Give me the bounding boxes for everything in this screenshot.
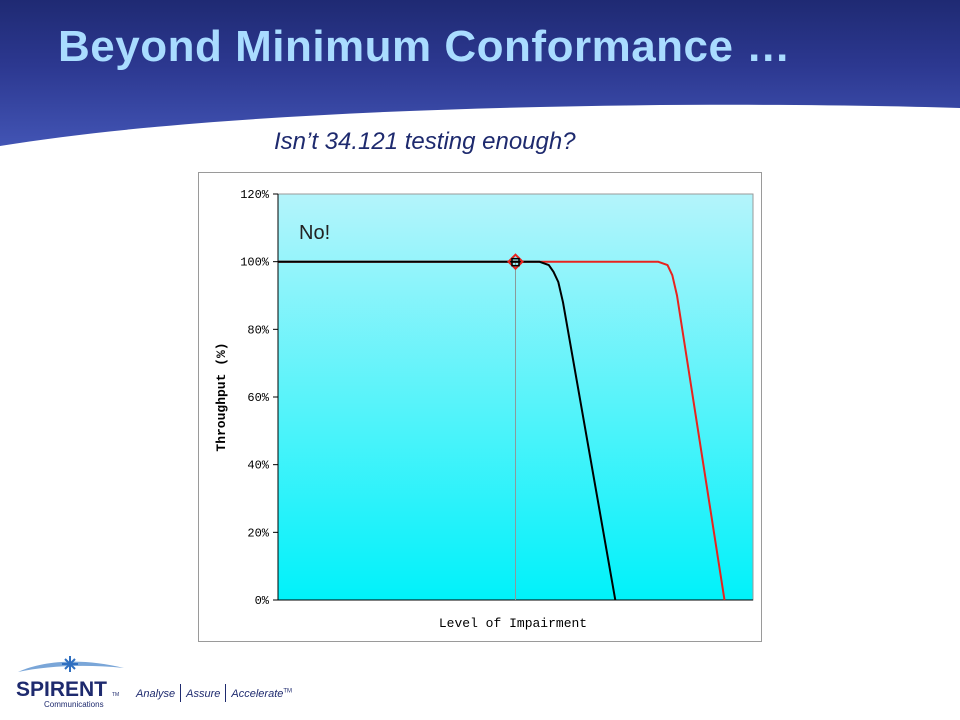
- y-tick-label: 100%: [240, 256, 270, 270]
- y-tick-label: 80%: [247, 323, 269, 337]
- tagline-analyse: Analyse: [136, 688, 176, 700]
- logo-swoosh: [18, 661, 124, 672]
- y-tick-label: 20%: [247, 526, 269, 540]
- spirent-logo: SPIRENT TM Communications: [16, 656, 124, 709]
- y-tick-label: 120%: [240, 188, 270, 202]
- x-axis-label: Level of Impairment: [439, 616, 587, 631]
- chart-annotation: No!: [299, 222, 330, 244]
- square-marker: [511, 257, 520, 267]
- y-axis-label: Throughput (%): [214, 342, 229, 451]
- y-tick-label: 0%: [255, 594, 270, 608]
- footer-tagline: Analyse Assure AccelerateTM: [136, 684, 292, 702]
- diamond-marker: [507, 253, 524, 271]
- star-icon: [62, 656, 78, 672]
- slide-title: Beyond Minimum Conformance …: [58, 22, 791, 71]
- logo-wordmark: SPIRENT: [16, 678, 107, 701]
- y-tick-label: 40%: [247, 459, 269, 473]
- tagline-divider: [225, 684, 227, 702]
- throughput-chart: 0% 20% 40% 60% 80% 100% 120% No! Level of Impa…: [198, 172, 762, 642]
- tagline-trademark: TM: [283, 688, 293, 695]
- slide-subtitle: Isn’t 34.121 testing enough?: [274, 128, 576, 155]
- tagline-assure: Assure: [186, 688, 221, 700]
- y-tick-label: 60%: [247, 391, 269, 405]
- header-band: [0, 0, 960, 146]
- logo-subtitle: Communications: [44, 700, 104, 709]
- tagline-accelerate: Accelerate: [231, 688, 284, 700]
- logo-trademark: TM: [112, 692, 119, 698]
- tagline-divider: [180, 684, 182, 702]
